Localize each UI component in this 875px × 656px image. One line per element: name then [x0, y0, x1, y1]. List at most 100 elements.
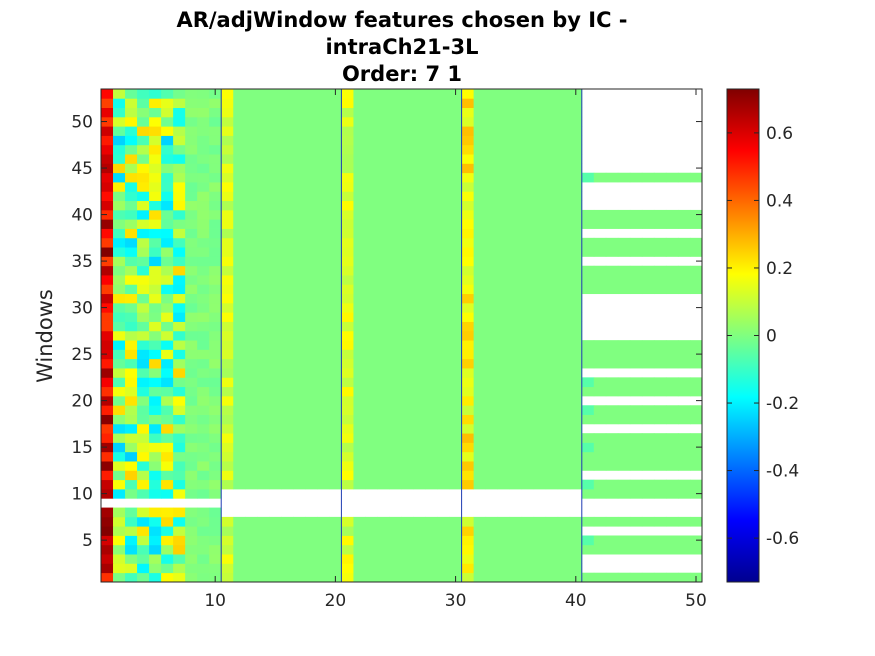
heatmap-cell — [509, 414, 523, 425]
heatmap-cell — [353, 349, 366, 360]
heatmap-cell — [617, 488, 631, 499]
heatmap-cell — [413, 395, 426, 406]
heatmap-cell — [233, 265, 246, 276]
heatmap-cell — [377, 451, 390, 462]
heatmap-cell — [197, 349, 210, 360]
heatmap-cell — [533, 107, 547, 118]
heatmap-cell — [257, 395, 270, 406]
heatmap-cell — [557, 442, 571, 453]
heatmap-cell — [653, 433, 667, 443]
heatmap-cell — [305, 126, 318, 136]
heatmap-cell — [233, 191, 246, 202]
heatmap-cell — [113, 395, 126, 406]
heatmap-cell — [269, 321, 282, 332]
heatmap-cell — [593, 461, 607, 471]
heatmap-cell — [449, 395, 462, 406]
heatmap-cell — [437, 321, 450, 332]
heatmap-cell — [161, 209, 174, 220]
heatmap-cell — [497, 200, 511, 211]
heatmap-cell — [341, 563, 354, 574]
heatmap-cell — [137, 98, 150, 108]
heatmap-cell — [197, 386, 210, 397]
heatmap-cell — [497, 554, 511, 564]
heatmap-cell — [413, 284, 426, 295]
heatmap-cell — [389, 116, 402, 127]
heatmap-cell — [209, 135, 222, 146]
heatmap-cell — [473, 89, 487, 99]
heatmap-cell — [389, 228, 402, 239]
heatmap-cell — [545, 330, 559, 341]
heatmap-cell — [209, 312, 222, 322]
heatmap-cell — [665, 265, 679, 276]
heatmap-cell — [533, 414, 547, 425]
heatmap-cell — [521, 349, 535, 360]
heatmap-cell — [413, 554, 426, 564]
heatmap-cell — [209, 200, 222, 211]
heatmap-cell — [653, 451, 667, 462]
heatmap-cell — [437, 200, 450, 211]
heatmap-cell — [473, 451, 487, 462]
heatmap-cell — [125, 98, 138, 108]
x-tick-label: 50 — [685, 591, 707, 611]
heatmap-cell — [221, 377, 234, 388]
heatmap-cell — [653, 209, 667, 220]
heatmap-cell — [389, 340, 402, 350]
heatmap-cell — [557, 154, 571, 164]
heatmap-cell — [557, 247, 571, 257]
heatmap-cell — [125, 442, 138, 453]
heatmap-cell — [113, 135, 126, 146]
heatmap-cell — [473, 107, 487, 118]
heatmap-cell — [233, 563, 246, 574]
heatmap-cell — [281, 516, 294, 527]
heatmap-cell — [125, 340, 138, 350]
heatmap-cell — [341, 368, 354, 378]
heatmap-cell — [137, 358, 150, 369]
heatmap-cell — [509, 479, 523, 490]
heatmap-cell — [497, 544, 511, 555]
heatmap-cell — [197, 89, 210, 99]
heatmap-cell — [113, 89, 126, 99]
heatmap-cell — [173, 461, 186, 471]
heatmap-cell — [557, 554, 571, 564]
heatmap-cell — [233, 377, 246, 388]
heatmap-cell — [197, 461, 210, 471]
heatmap-cell — [149, 228, 162, 239]
heatmap-cell — [629, 247, 643, 257]
heatmap-cell — [485, 535, 499, 546]
heatmap-cell — [545, 98, 559, 108]
heatmap-cell — [101, 544, 114, 555]
heatmap-cell — [341, 191, 354, 202]
heatmap-cell — [401, 144, 414, 155]
heatmap-cell — [317, 135, 330, 146]
heatmap-cell — [437, 433, 450, 443]
heatmap-cell — [317, 470, 330, 481]
heatmap-cell — [341, 377, 354, 388]
heatmap-cell — [317, 544, 330, 555]
heatmap-cell — [161, 368, 174, 378]
heatmap-cell — [677, 572, 691, 583]
heatmap-cell — [473, 368, 487, 378]
heatmap-cell — [245, 219, 258, 229]
heatmap-cell — [653, 265, 667, 276]
heatmap-cell — [137, 451, 150, 462]
heatmap-cell — [485, 340, 499, 350]
heatmap-cell — [221, 433, 234, 443]
heatmap-cell — [677, 488, 691, 499]
heatmap-cell — [521, 89, 535, 99]
heatmap-cell — [185, 507, 198, 518]
heatmap-cell — [353, 535, 366, 546]
heatmap-cell — [473, 433, 487, 443]
heatmap-cell — [617, 340, 631, 350]
heatmap-cell — [173, 516, 186, 527]
heatmap-cell — [461, 405, 475, 415]
heatmap-cell — [137, 377, 150, 388]
heatmap-cell — [677, 172, 691, 183]
heatmap-cell — [569, 330, 583, 341]
heatmap-cell — [173, 544, 186, 555]
heatmap-cell — [161, 154, 174, 164]
heatmap-cell — [689, 405, 703, 415]
heatmap-cell — [557, 423, 571, 434]
heatmap-cell — [437, 442, 450, 453]
heatmap-cell — [581, 209, 595, 220]
heatmap-cell — [401, 182, 414, 192]
